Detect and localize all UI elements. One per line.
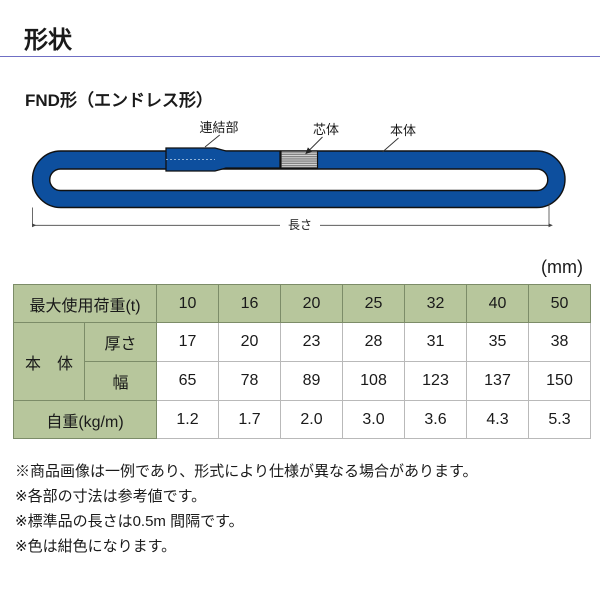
svg-text:芯体: 芯体 (313, 122, 339, 137)
svg-text:連結部: 連結部 (199, 120, 238, 135)
svg-text:長さ: 長さ (288, 218, 312, 230)
svg-text:本体: 本体 (390, 123, 416, 138)
